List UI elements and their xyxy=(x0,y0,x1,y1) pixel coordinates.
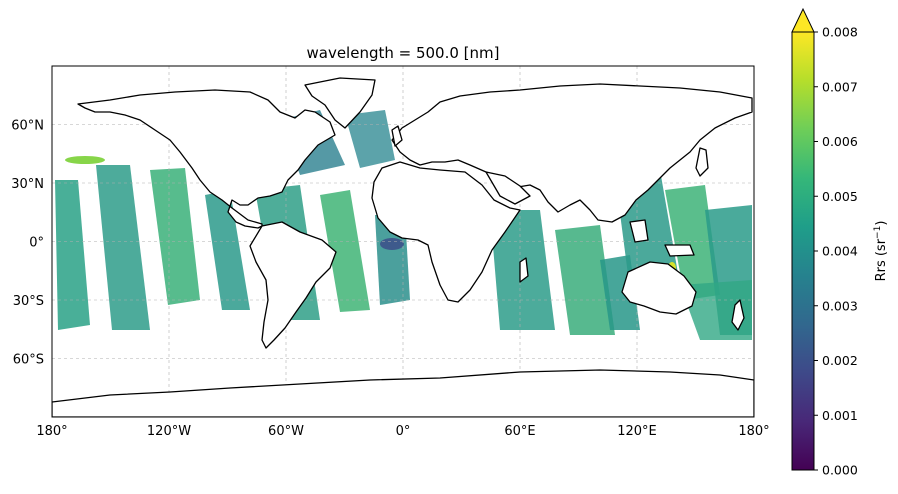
colorbar-tick-label: 0.008 xyxy=(822,25,858,40)
colorbar-tick-label: 0.002 xyxy=(822,353,858,368)
longitude-label: 0° xyxy=(396,424,411,439)
colorbar-extend-arrow xyxy=(791,7,815,33)
land-north-america xyxy=(77,89,336,229)
blob-gulf-guinea xyxy=(380,238,404,250)
colorbar: 0.000 0.001 0.002 0.003 0.004 0.005 0.006 0.007… xyxy=(791,7,889,478)
longitude-label: 120°W xyxy=(147,424,191,439)
colorbar-tick-labels: 0.000 0.001 0.002 0.003 0.004 0.005 0.006 0.007… xyxy=(814,25,858,478)
map-title: wavelength = 500.0 [nm] xyxy=(306,44,499,62)
blob-north-pacific xyxy=(65,156,105,164)
colorbar-tick-label: 0.007 xyxy=(822,79,858,94)
coastlines xyxy=(52,77,754,417)
swath-indian-2 xyxy=(555,225,615,335)
swath-pacific-3 xyxy=(150,168,200,305)
latitude-label: 60°S xyxy=(13,353,44,368)
land-madagascar xyxy=(519,257,529,283)
land-south-america xyxy=(249,221,337,349)
longitude-label: 120°E xyxy=(617,424,657,439)
land-new-guinea xyxy=(664,244,695,257)
colorbar-body xyxy=(791,31,815,471)
colorbar-tick-label: 0.003 xyxy=(822,298,858,313)
land-new-zealand xyxy=(731,299,745,331)
longitude-tick-labels: 180° 120°W 60°W 0° 60°E 120°E 180° xyxy=(36,424,769,439)
longitude-label: 180° xyxy=(738,424,769,439)
land-antarctica xyxy=(52,369,754,417)
longitude-label: 60°W xyxy=(268,424,304,439)
map-border xyxy=(51,65,755,418)
colorbar-tick-label: 0.001 xyxy=(822,408,858,423)
latitude-label: 30°S xyxy=(13,294,44,309)
swath-pacific-1 xyxy=(55,180,90,330)
latitude-label: 60°N xyxy=(11,119,44,134)
longitude-label: 60°E xyxy=(504,424,535,439)
land-arabia xyxy=(485,171,531,205)
colorbar-label: Rrs (sr−1) xyxy=(873,221,889,282)
colorbar-tick-label: 0.006 xyxy=(822,134,858,149)
colorbar-tick-label: 0.004 xyxy=(822,244,858,259)
land-australia xyxy=(621,261,697,315)
swath-pacific-4 xyxy=(205,190,250,310)
land-borneo xyxy=(629,219,649,243)
colorbar-tick-label: 0.005 xyxy=(822,189,858,204)
land-greenland xyxy=(304,77,376,129)
colorbar-tick-label: 0.000 xyxy=(822,463,858,478)
land-eurasia xyxy=(391,83,753,223)
swath-pacific-2 xyxy=(96,165,150,330)
land-africa xyxy=(371,161,521,303)
latitude-label: 30°N xyxy=(11,177,44,192)
longitude-label: 180° xyxy=(36,424,67,439)
latitude-label: 0° xyxy=(29,236,44,251)
land-uk xyxy=(391,125,403,147)
land-japan xyxy=(695,147,709,177)
swath-atlantic-2 xyxy=(320,190,370,312)
latitude-tick-labels: 60°N 30°N 0° 30°S 60°S xyxy=(11,119,44,368)
